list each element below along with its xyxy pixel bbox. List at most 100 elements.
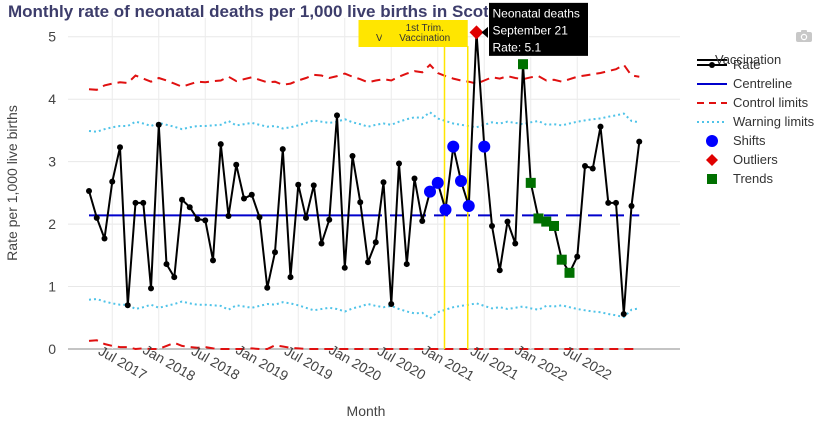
rate-point[interactable] — [186, 204, 193, 211]
rate-point[interactable] — [155, 121, 162, 128]
trend-marker[interactable] — [518, 59, 528, 70]
trend-marker[interactable] — [525, 177, 536, 188]
rate-point[interactable] — [636, 138, 643, 145]
legend-item-label[interactable]: Shifts — [733, 133, 766, 148]
legend-item-label[interactable]: Control limits — [733, 95, 809, 110]
rate-point[interactable] — [264, 284, 271, 291]
vaccination-lines: 3rd Trim.Vaccination1st Trim.Vaccination — [358, 20, 469, 349]
rate-point[interactable] — [396, 160, 402, 167]
camera-icon[interactable] — [795, 29, 813, 43]
rate-point[interactable] — [582, 163, 588, 170]
legend-item-label[interactable]: Vaccination — [715, 52, 781, 67]
x-tick-label: Jan 2019 — [233, 341, 291, 384]
rate-point[interactable] — [279, 146, 286, 153]
rate-point[interactable] — [334, 112, 340, 119]
shift-marker[interactable] — [462, 199, 475, 212]
rate-point[interactable] — [171, 274, 178, 281]
trend-marker[interactable] — [533, 213, 544, 224]
rate-point[interactable] — [411, 175, 418, 182]
rate-point[interactable] — [403, 261, 410, 268]
rate-point[interactable] — [388, 301, 395, 308]
rate-point[interactable] — [341, 264, 348, 271]
shift-marker[interactable] — [455, 175, 467, 188]
control-limit-upper — [88, 63, 640, 91]
vaccination-label: 1st Trim. — [406, 23, 444, 34]
rate-point[interactable] — [272, 249, 278, 256]
rate-point[interactable] — [179, 196, 185, 203]
legend-item-label[interactable]: Warning limits — [733, 114, 815, 129]
rate-point[interactable] — [589, 165, 596, 172]
y-tick-label: 5 — [48, 29, 56, 45]
legend-item-label[interactable]: Trends — [733, 171, 773, 186]
legend-item-label[interactable]: Centreline — [733, 76, 792, 91]
shift-marker[interactable] — [424, 185, 436, 198]
limit-lines — [88, 63, 640, 351]
rate-point[interactable] — [628, 202, 635, 209]
trend-marker[interactable] — [549, 220, 559, 231]
legend-outliers-swatch — [706, 154, 718, 166]
rate-point[interactable] — [380, 179, 387, 186]
rate-point[interactable] — [504, 218, 511, 225]
special-markers — [424, 25, 575, 278]
rate-point[interactable] — [117, 144, 123, 151]
vaccination-label-box — [381, 20, 468, 47]
shift-marker[interactable] — [431, 176, 444, 189]
legend-item-label[interactable]: Rate — [733, 57, 760, 72]
rate-point[interactable] — [357, 199, 364, 206]
rate-point[interactable] — [512, 240, 519, 247]
trend-marker[interactable] — [564, 267, 575, 278]
rate-point[interactable] — [86, 187, 92, 194]
gridlines — [68, 18, 680, 350]
y-tick-label: 2 — [48, 216, 56, 232]
rate-point[interactable] — [620, 311, 627, 318]
rate-point[interactable] — [256, 214, 263, 221]
rate-point[interactable] — [372, 239, 379, 246]
rate-point[interactable] — [318, 240, 325, 247]
rate-point[interactable] — [93, 214, 100, 221]
tooltip: Neonatal deaths September 21 Rate: 5.1 — [481, 1, 589, 57]
rate-point[interactable] — [248, 191, 255, 198]
shift-marker[interactable] — [478, 140, 491, 153]
legend-rate-dot — [709, 62, 715, 68]
tooltip-line: Neonatal deaths — [493, 6, 580, 20]
rate-point[interactable] — [574, 253, 581, 260]
rate-point[interactable] — [365, 259, 371, 266]
rate-point[interactable] — [613, 199, 619, 206]
rate-point[interactable] — [295, 181, 302, 188]
rate-point[interactable] — [233, 161, 240, 168]
rate-point[interactable] — [496, 267, 503, 274]
rate-point[interactable] — [287, 274, 294, 281]
rate-point[interactable] — [326, 216, 333, 223]
trend-marker[interactable] — [556, 254, 567, 265]
shift-marker[interactable] — [439, 203, 452, 216]
rate-point[interactable] — [140, 199, 147, 206]
trend-marker[interactable] — [541, 216, 552, 227]
rate-point[interactable] — [194, 216, 201, 223]
rate-point[interactable] — [225, 212, 232, 219]
rate-point[interactable] — [597, 123, 604, 130]
rate-point[interactable] — [163, 261, 170, 268]
warning-limit-lower — [88, 297, 640, 320]
rate-point[interactable] — [132, 199, 139, 206]
rate-point[interactable] — [241, 195, 247, 202]
rate-point[interactable] — [310, 182, 317, 189]
rate-point[interactable] — [124, 302, 131, 309]
rate-point[interactable] — [303, 214, 309, 221]
rate-point[interactable] — [217, 141, 224, 148]
x-tick-label: Jan 2020 — [326, 341, 384, 384]
rate-point[interactable] — [109, 178, 116, 185]
rate-point[interactable] — [210, 257, 216, 264]
rate-point[interactable] — [101, 235, 108, 242]
rate-series — [86, 29, 643, 318]
control-limit-lower — [88, 339, 640, 351]
rate-point[interactable] — [349, 153, 356, 160]
rate-point[interactable] — [148, 285, 154, 292]
legend-item-label[interactable]: Outliers — [733, 152, 778, 167]
outlier-marker[interactable] — [469, 25, 484, 40]
shift-marker[interactable] — [447, 140, 460, 153]
rate-point[interactable] — [489, 222, 495, 229]
rate-point[interactable] — [419, 217, 426, 224]
rate-point[interactable] — [605, 199, 612, 206]
rate-point[interactable] — [202, 217, 209, 224]
